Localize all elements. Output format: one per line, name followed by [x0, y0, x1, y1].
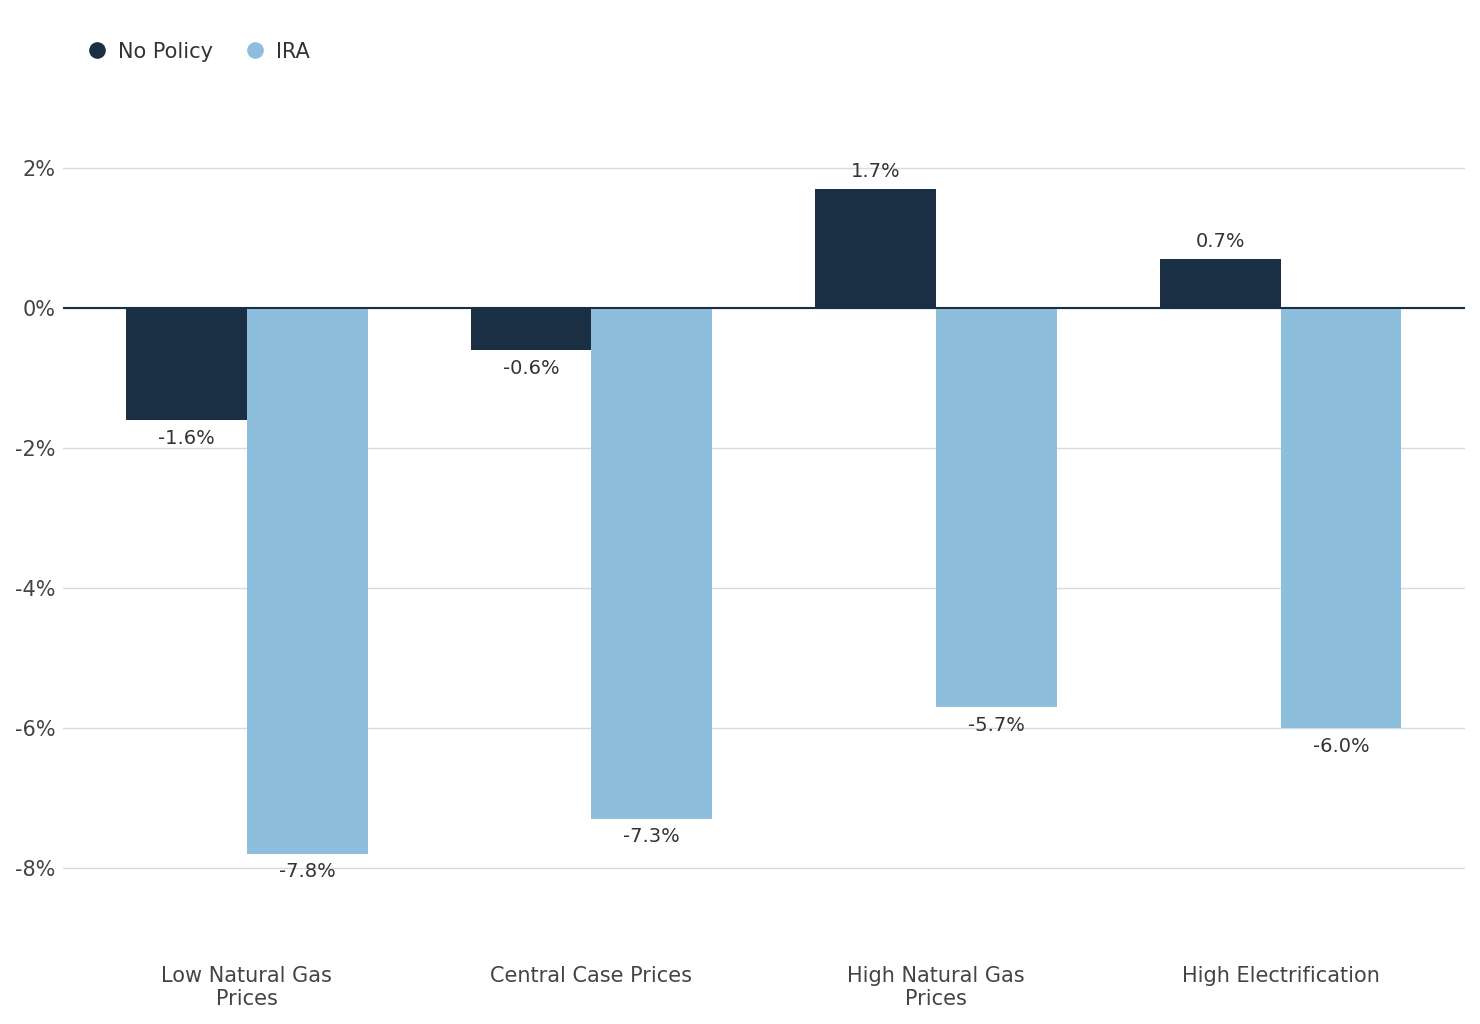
- Text: -7.3%: -7.3%: [623, 827, 681, 847]
- Legend: No Policy, IRA: No Policy, IRA: [87, 42, 309, 62]
- Text: -6.0%: -6.0%: [1313, 736, 1369, 756]
- Text: -0.6%: -0.6%: [503, 358, 559, 378]
- Text: 1.7%: 1.7%: [851, 162, 901, 181]
- Text: -1.6%: -1.6%: [158, 429, 215, 447]
- Bar: [1280, 308, 1402, 728]
- Bar: [471, 308, 592, 350]
- Bar: [815, 189, 935, 308]
- Bar: [126, 308, 247, 420]
- Bar: [592, 308, 712, 819]
- Text: -5.7%: -5.7%: [968, 716, 1024, 734]
- Bar: [935, 308, 1057, 708]
- Text: 0.7%: 0.7%: [1196, 231, 1245, 251]
- Text: -7.8%: -7.8%: [278, 862, 336, 882]
- Bar: [1160, 259, 1280, 308]
- Bar: [247, 308, 367, 854]
